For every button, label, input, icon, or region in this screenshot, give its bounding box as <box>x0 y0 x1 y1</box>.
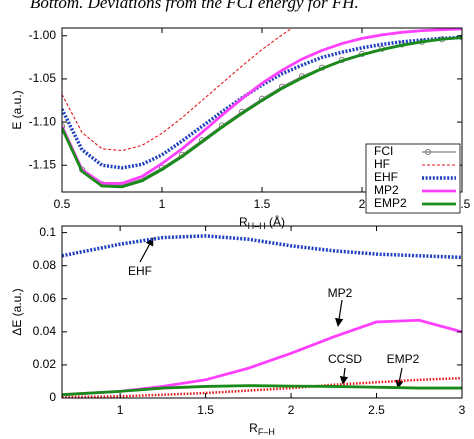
series-line <box>62 35 462 170</box>
x-axis-label-unit: (Å) <box>266 214 285 229</box>
x-tick-label: 1.5 <box>254 197 271 211</box>
series-line <box>62 28 293 152</box>
x-axis-label: RF–H <box>249 421 275 437</box>
y-tick-label: 0.06 <box>33 291 57 305</box>
series-line <box>62 376 462 398</box>
y-tick-label: -1.00 <box>29 28 57 42</box>
annotation: CCSD <box>328 352 362 366</box>
annotation: MP2 <box>328 286 353 300</box>
y-tick-label: 0.1 <box>39 225 56 239</box>
x-tick-label: 2 <box>359 197 366 211</box>
annotation: EMP2 <box>387 352 420 366</box>
series-line <box>62 28 462 185</box>
plot-frame <box>61 225 463 399</box>
x-tick-label: 2.5 <box>368 403 385 417</box>
annotation: EHF <box>128 264 152 278</box>
legend-box <box>365 143 461 214</box>
x-axis-label: RH–H (Å) <box>239 214 285 231</box>
x-tick-label: 1 <box>159 197 166 211</box>
x-axis-label-subscript: F–H <box>258 427 275 437</box>
series-line <box>62 234 462 260</box>
plot-area <box>62 234 462 398</box>
arrow <box>339 367 349 385</box>
caption: Bottom. Deviations from the FCI energy f… <box>30 0 359 12</box>
x-tick-label: 3 <box>459 403 466 417</box>
series-line <box>62 36 462 189</box>
x-axis-label-main: R <box>239 215 248 229</box>
y-tick-label: -1.05 <box>29 71 57 85</box>
y-axis-label: E (a.u.) <box>10 90 24 129</box>
arrow <box>334 299 344 327</box>
legend-marker <box>424 148 432 156</box>
y-tick-label: 0.04 <box>33 324 57 338</box>
y-tick-label: 0 <box>49 390 56 404</box>
y-tick-label: 0.02 <box>33 357 57 371</box>
y-tick-label: -1.10 <box>29 114 57 128</box>
x-tick-label: 1 <box>117 403 124 417</box>
x-axis-label-main: R <box>249 421 258 435</box>
x-tick-label: 2 <box>288 403 295 417</box>
plot-area <box>62 28 462 189</box>
legend-label: EMP2 <box>374 196 407 210</box>
y-tick-label: -1.15 <box>29 157 57 171</box>
arrow <box>395 367 404 389</box>
legend-label: HF <box>374 157 390 171</box>
annotation-arrows <box>139 237 404 389</box>
legend-label: EHF <box>374 170 398 184</box>
x-tick-label: 1.5 <box>197 403 214 417</box>
series-line <box>62 384 462 397</box>
legend-label: MP2 <box>374 183 399 197</box>
x-tick-label: 0.5 <box>54 197 71 211</box>
legend-label: FCI <box>374 144 393 158</box>
arrow <box>139 237 154 263</box>
y-axis-label: ΔE (a.u.) <box>10 288 24 335</box>
y-tick-label: 0.08 <box>33 258 57 272</box>
